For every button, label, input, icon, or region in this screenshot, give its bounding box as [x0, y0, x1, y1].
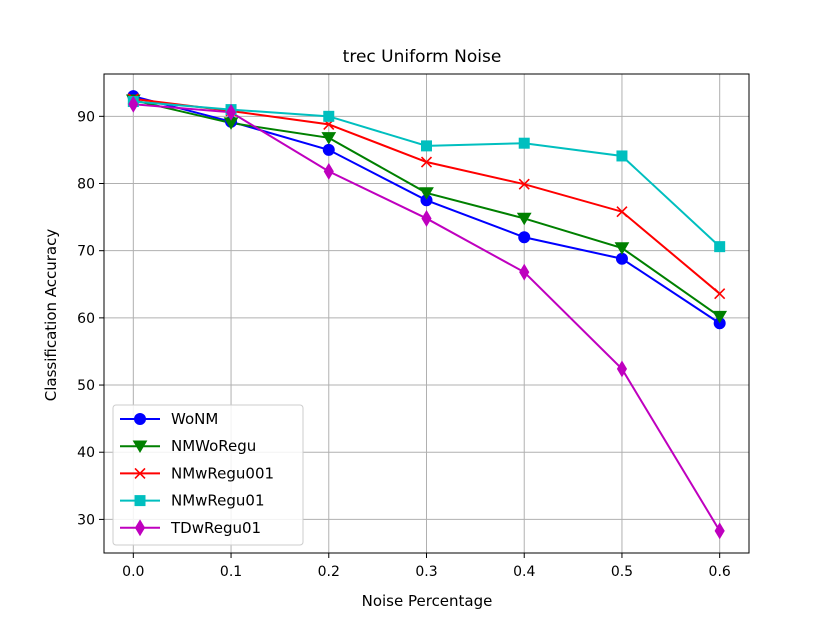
y-tick-label: 80	[77, 177, 95, 193]
legend-label: TDwRegu01	[170, 519, 261, 537]
data-point-NMwRegu001	[420, 156, 433, 168]
data-point-NMWoRegu	[712, 310, 728, 324]
y-tick-label: 40	[77, 445, 95, 461]
y-axis-ticks: 30 40 50 60 70 80 90	[77, 109, 104, 528]
data-point-NMwRegu01	[616, 150, 628, 162]
data-point-TDwRegu01	[128, 95, 139, 113]
data-point-NMwRegu01	[421, 140, 432, 152]
y-tick-label: 90	[77, 109, 95, 125]
data-point-TDwRegu01	[519, 263, 530, 281]
x-tick-label: 0.0	[122, 564, 144, 580]
data-point-NMwRegu001	[714, 288, 726, 300]
data-point-NMwRegu01	[714, 241, 726, 253]
legend-marker-WoNM	[134, 413, 146, 425]
data-point-NMWoRegu	[321, 132, 337, 145]
data-point-TDwRegu01	[421, 209, 432, 227]
x-tick-label: 0.5	[611, 564, 633, 580]
y-axis-label: Classification Accuracy	[42, 229, 60, 402]
x-tick-label: 0.6	[709, 564, 731, 580]
legend-box	[112, 404, 304, 546]
y-tick-label: 50	[77, 378, 95, 394]
x-tick-label: 0.3	[415, 564, 437, 580]
x-tick-label: 0.4	[513, 564, 535, 580]
legend-label: NMWoRegu	[171, 437, 256, 455]
legend: WoNM NMWoRegu NMwRegu001 NMwRegu01 TDwRegu01	[112, 404, 304, 546]
x-axis-label: Noise Percentage	[362, 592, 493, 610]
chart-title: trec Uniform Noise	[343, 47, 502, 67]
data-point-NMWoRegu	[516, 212, 532, 226]
legend-marker-NMwRegu01	[134, 495, 146, 507]
data-point-NMwRegu001	[518, 178, 530, 190]
data-point-TDwRegu01	[225, 103, 237, 121]
series-markers	[125, 90, 728, 540]
y-tick-label: 30	[77, 512, 95, 528]
data-point-TDwRegu01	[714, 522, 725, 540]
x-tick-label: 0.2	[318, 564, 340, 580]
x-axis-ticks: 0.0 0.1 0.2 0.3 0.4 0.5 0.6	[122, 553, 731, 580]
data-point-NMwRegu01	[518, 137, 530, 149]
data-point-WoNM	[322, 143, 335, 156]
legend-label: NMwRegu001	[171, 464, 274, 482]
y-tick-label: 60	[77, 311, 95, 327]
data-point-NMwRegu01	[323, 110, 335, 122]
legend-marker-TDwRegu01	[134, 519, 146, 537]
x-tick-label: 0.1	[220, 564, 242, 580]
legend-marker-NMwRegu001	[134, 467, 146, 479]
data-point-NMWoRegu	[419, 187, 434, 200]
y-tick-label: 70	[77, 244, 95, 260]
legend-label: NMwRegu01	[171, 492, 265, 510]
legend-marker-NMWoRegu	[132, 440, 148, 454]
data-point-WoNM	[615, 252, 628, 265]
data-point-NMwRegu001	[616, 206, 628, 218]
data-point-TDwRegu01	[616, 360, 628, 378]
legend-label: WoNM	[171, 410, 218, 428]
data-point-NMWoRegu	[614, 242, 630, 255]
data-point-TDwRegu01	[323, 162, 334, 180]
data-point-WoNM	[518, 231, 531, 244]
